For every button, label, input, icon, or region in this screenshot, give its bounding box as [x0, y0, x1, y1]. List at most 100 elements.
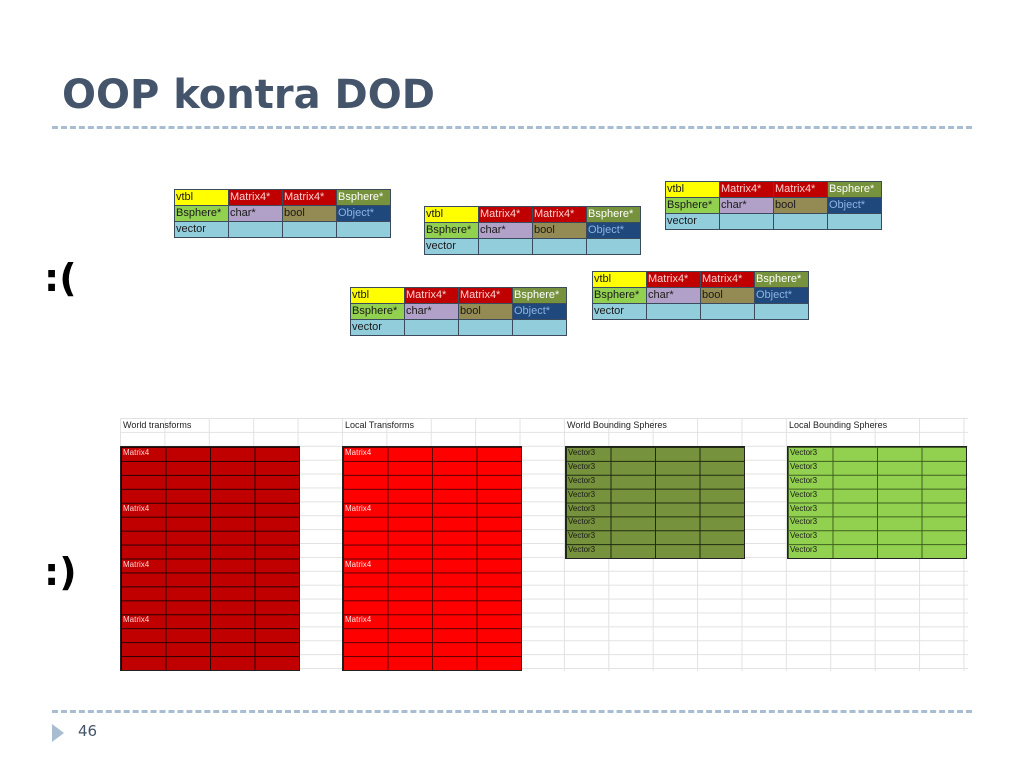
- object-field-cell: char*: [719, 197, 774, 214]
- object-field-cell: Matrix4*: [773, 181, 828, 198]
- object-field-cell: Bsphere*: [754, 271, 809, 288]
- block-cell-label: Vector3: [790, 489, 818, 499]
- block-cell-label: Vector3: [568, 448, 596, 457]
- world-transforms-header: World transforms: [123, 420, 192, 430]
- object-field-cell: [754, 303, 809, 320]
- object-field-cell: [478, 238, 533, 255]
- footer-arrow-icon: [52, 724, 64, 742]
- object-field-cell: Matrix4*: [404, 287, 459, 304]
- sad-face-label: :(: [44, 256, 77, 300]
- object-field-cell: char*: [228, 205, 283, 222]
- block-cell-label: Matrix4: [123, 448, 150, 457]
- object-field-cell: Object*: [586, 222, 641, 239]
- block-cell-label: Vector3: [790, 531, 818, 541]
- object-field-cell: [719, 213, 774, 230]
- object-field-cell: [773, 213, 828, 230]
- object-field-cell: [700, 303, 755, 320]
- world-spheres-header: World Bounding Spheres: [567, 420, 667, 430]
- block-cell-label: Vector3: [568, 461, 596, 471]
- object-field-cell: Matrix4*: [478, 206, 533, 223]
- object-field-cell: bool: [282, 205, 337, 222]
- object-field-cell: [512, 319, 567, 336]
- block-cell-label: Matrix4: [345, 503, 372, 513]
- object-field-cell: Object*: [754, 287, 809, 304]
- object-field-cell: Matrix4*: [646, 271, 701, 288]
- block-cell-label: Vector3: [790, 461, 818, 471]
- block-cell-label: Vector3: [790, 448, 818, 457]
- object-field-cell: Object*: [827, 197, 882, 214]
- object-field-cell: [827, 213, 882, 230]
- object-field-cell: Object*: [512, 303, 567, 320]
- block-cell-label: Vector3: [790, 475, 818, 485]
- world-spheres-block: Vector3 Vector3 Vector3 Vector3 Vector3 Vecto…: [565, 446, 745, 559]
- object-field-cell: Matrix4*: [282, 189, 337, 206]
- block-grid: [566, 447, 744, 558]
- block-cell-label: Vector3: [568, 503, 596, 513]
- object-field-cell: vector: [665, 213, 720, 230]
- object-field-cell: vtbl: [665, 181, 720, 198]
- object-field-cell: char*: [478, 222, 533, 239]
- object-field-cell: bool: [532, 222, 587, 239]
- object-field-cell: Bsphere*: [174, 205, 229, 222]
- object-field-cell: Matrix4*: [228, 189, 283, 206]
- block-cell-label: Vector3: [568, 545, 596, 555]
- object-layout-table: vtbl Matrix4* Matrix4* Bsphere* Bsphere* char…: [350, 287, 567, 336]
- title-divider: [52, 126, 972, 129]
- object-field-cell: Bsphere*: [592, 287, 647, 304]
- local-transforms-block: Matrix4 Matrix4 Matrix4 Matrix4: [342, 446, 522, 671]
- block-grid: [121, 447, 299, 670]
- block-cell-label: Matrix4: [123, 503, 150, 513]
- object-field-cell: Bsphere*: [350, 303, 405, 320]
- block-cell-label: Matrix4: [123, 559, 150, 569]
- object-field-cell: [228, 221, 283, 238]
- local-spheres-block: Vector3 Vector3 Vector3 Vector3 Vector3 Vecto…: [787, 446, 967, 559]
- object-field-cell: vtbl: [592, 271, 647, 288]
- object-layout-table: vtbl Matrix4* Matrix4* Bsphere* Bsphere* char…: [592, 271, 809, 320]
- local-transforms-header: Local Transforms: [345, 420, 415, 430]
- block-grid: [788, 447, 966, 558]
- footer-divider: [52, 710, 972, 713]
- object-field-cell: vector: [350, 319, 405, 336]
- block-cell-label: Vector3: [568, 531, 596, 541]
- slide-title: OOP kontra DOD: [62, 72, 435, 118]
- block-cell-label: Vector3: [568, 517, 596, 527]
- block-cell-label: Vector3: [790, 503, 818, 513]
- object-layout-table: vtbl Matrix4* Matrix4* Bsphere* Bsphere* char…: [665, 181, 882, 230]
- object-field-cell: [586, 238, 641, 255]
- object-field-cell: Matrix4*: [719, 181, 774, 198]
- object-field-cell: Matrix4*: [532, 206, 587, 223]
- object-field-cell: vector: [174, 221, 229, 238]
- object-field-cell: Bsphere*: [827, 181, 882, 198]
- page-number: 46: [78, 722, 98, 740]
- object-field-cell: bool: [773, 197, 828, 214]
- object-field-cell: [404, 319, 459, 336]
- block-cell-label: Matrix4: [345, 448, 372, 457]
- object-field-cell: vtbl: [350, 287, 405, 304]
- object-field-cell: vtbl: [424, 206, 479, 223]
- world-transforms-block: Matrix4 Matrix4 Matrix4 Matrix4: [120, 446, 300, 671]
- object-field-cell: [532, 238, 587, 255]
- object-field-cell: [646, 303, 701, 320]
- object-field-cell: [336, 221, 391, 238]
- local-spheres-header: Local Bounding Spheres: [789, 420, 888, 430]
- object-field-cell: Matrix4*: [458, 287, 513, 304]
- object-field-cell: char*: [404, 303, 459, 320]
- object-field-cell: vector: [592, 303, 647, 320]
- block-cell-label: Matrix4: [123, 615, 150, 625]
- object-field-cell: Matrix4*: [700, 271, 755, 288]
- object-field-cell: vector: [424, 238, 479, 255]
- object-field-cell: vtbl: [174, 189, 229, 206]
- object-field-cell: bool: [458, 303, 513, 320]
- object-field-cell: Bsphere*: [512, 287, 567, 304]
- block-cell-label: Vector3: [790, 517, 818, 527]
- object-field-cell: Bsphere*: [336, 189, 391, 206]
- object-field-cell: [282, 221, 337, 238]
- object-field-cell: Bsphere*: [424, 222, 479, 239]
- block-cell-label: Matrix4: [345, 615, 372, 625]
- object-layout-table: vtbl Matrix4* Matrix4* Bsphere* Bsphere* char…: [424, 206, 641, 255]
- object-layout-table: vtbl Matrix4* Matrix4* Bsphere* Bsphere* char…: [174, 189, 391, 238]
- object-field-cell: [458, 319, 513, 336]
- object-field-cell: Bsphere*: [665, 197, 720, 214]
- block-grid: [343, 447, 521, 670]
- object-field-cell: char*: [646, 287, 701, 304]
